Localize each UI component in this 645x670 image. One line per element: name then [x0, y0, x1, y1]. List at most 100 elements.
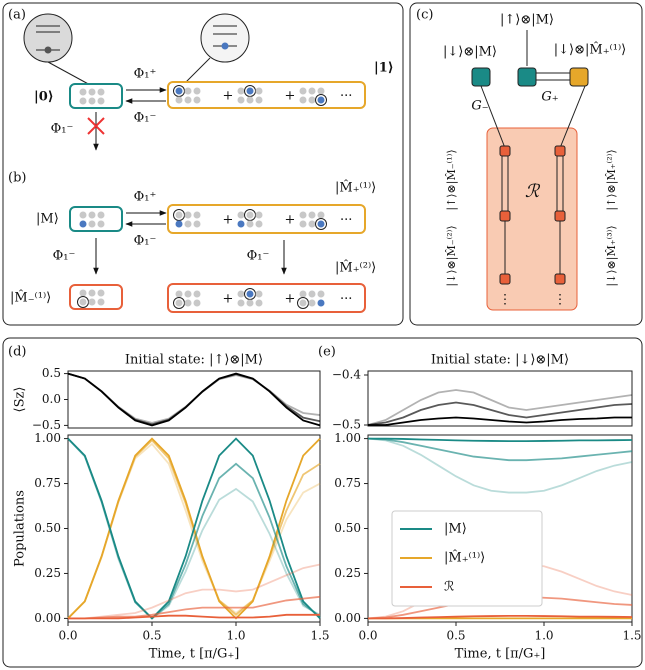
state-label: |↑⟩⊗|M⟩ [500, 13, 554, 28]
site-dot [176, 97, 183, 104]
site-dot [185, 88, 192, 95]
site-dot [80, 89, 87, 96]
site-dot [176, 291, 183, 298]
panel-label: (b) [8, 171, 26, 186]
magnifier [201, 14, 249, 62]
series-line [68, 564, 320, 618]
orange-box [168, 205, 365, 233]
site-dot [98, 89, 105, 96]
pointer [184, 58, 210, 84]
site-dot [80, 212, 87, 219]
series-line [68, 374, 320, 426]
site-dot [256, 212, 263, 219]
state-label: |↓⟩⊗|M̂₊⁽¹⁾⟩ [554, 41, 626, 57]
state-label: |M⟩ [36, 212, 59, 227]
site-dot [98, 299, 105, 306]
red-box [168, 284, 365, 312]
site-dot [176, 212, 183, 219]
site-dot [247, 300, 254, 307]
state-label: |↓⟩⊗|M̂₋⁽²⁾⟩ [445, 225, 459, 286]
operator-label: Φ₁⁻ [134, 111, 157, 126]
site-dot [309, 300, 316, 307]
y-tick-label: 1.00 [334, 431, 361, 445]
state-label: |M̂₊⁽¹⁾⟩ [335, 179, 376, 195]
site-dot [309, 88, 316, 95]
site-dot [300, 97, 307, 104]
x-tick-label: 0.5 [446, 629, 465, 643]
magnifier [24, 14, 72, 62]
y-tick-label: 0.00 [34, 611, 61, 625]
site-dot [309, 221, 316, 228]
state-label: |↑⟩⊗|M̂₋⁽¹⁾⟩ [445, 149, 459, 210]
y-tick-label: 0.75 [334, 476, 361, 490]
state-label: |M̂₋⁽¹⁾⟩ [10, 289, 51, 305]
figure: (a) |0⟩ Φ₁⁺ Φ₁⁻ Φ₁⁻ |1⟩ (b) |M⟩ Φ₁⁺ Φ₁⁻ … [0, 0, 645, 670]
site-dot [300, 221, 307, 228]
plus: + [285, 292, 296, 307]
y-tick-label: −0.5 [332, 418, 361, 432]
site-dot [194, 300, 201, 307]
state-label: |1⟩ [374, 61, 394, 76]
y-tick-label: 0.50 [334, 521, 361, 535]
site-dot [256, 88, 263, 95]
site-dot [185, 221, 192, 228]
page: {"panel_a": {"label": "(a)", "state0": "… [0, 0, 645, 670]
x-tick-label: 0.5 [142, 629, 161, 643]
orange-box [168, 82, 365, 108]
site-dot [185, 212, 192, 219]
level-dot [222, 43, 229, 50]
operator-label: Φ₁⁺ [134, 67, 157, 82]
site [570, 68, 588, 86]
panel-label: (a) [8, 8, 26, 23]
operator-label: Φ₁⁻ [134, 234, 157, 249]
site-dot [318, 291, 325, 298]
site-dot [247, 88, 254, 95]
site-dot [238, 88, 245, 95]
site-dot [194, 221, 201, 228]
site-dot [318, 300, 325, 307]
state-label: |↓⟩⊗|M̂₊⁽³⁾⟩ [605, 225, 619, 286]
site-dot [185, 97, 192, 104]
y-tick-label: −0.5 [32, 418, 61, 432]
site-dot [300, 88, 307, 95]
panel-label: (c) [416, 8, 433, 23]
series-line [368, 418, 632, 426]
vdots: ⋮ [554, 293, 567, 308]
site-dot [194, 212, 201, 219]
site-dot [300, 300, 307, 307]
site-dot [98, 290, 105, 297]
state-label: |0⟩ [34, 90, 54, 105]
site-dot [89, 89, 96, 96]
series-line [368, 439, 632, 442]
plus: + [223, 89, 234, 104]
coupling-label: G₊ [541, 90, 558, 105]
site-dot [194, 291, 201, 298]
pointer [48, 62, 92, 86]
ellipsis: ··· [340, 213, 352, 228]
site-dot [238, 291, 245, 298]
panel-label: (d) [8, 345, 26, 360]
site-dot [185, 291, 192, 298]
site-dot [98, 212, 105, 219]
site-dot [89, 299, 96, 306]
plus: + [285, 89, 296, 104]
x-tick-label: 1.5 [622, 629, 641, 643]
site [472, 68, 490, 86]
red-box [70, 285, 122, 309]
x-axis-label: Time, t [π/G₊] [149, 647, 240, 662]
site-dot [256, 97, 263, 104]
legend-label: |M⟩ [444, 522, 467, 537]
site-dot [318, 97, 325, 104]
y-tick-label: 0.5 [42, 366, 61, 380]
site-dot [247, 291, 254, 298]
site-dot [309, 97, 316, 104]
site-dot [247, 212, 254, 219]
teal-box [70, 84, 122, 108]
coupling-label: G₋ [471, 99, 488, 114]
site-dot [256, 300, 263, 307]
site-dot [89, 290, 96, 297]
site-dot [300, 212, 307, 219]
teal-box [70, 207, 122, 231]
operator-label: Φ₁⁺ [134, 190, 157, 205]
state-label: |M̂₊⁽²⁾⟩ [335, 259, 376, 275]
